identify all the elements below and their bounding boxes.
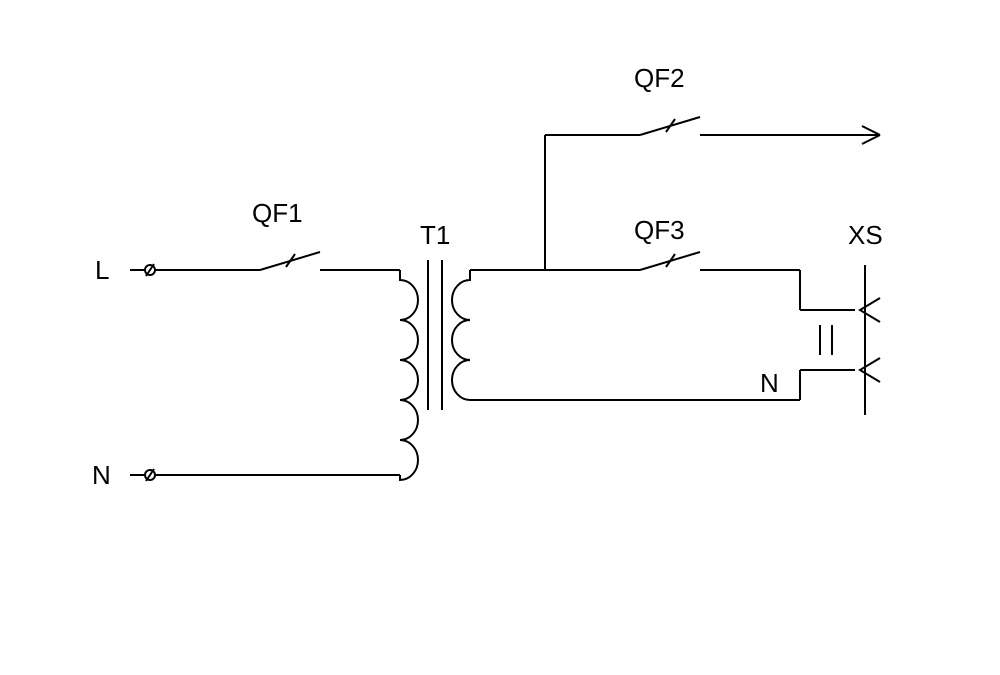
label-T1: T1 (420, 220, 450, 251)
label-QF3: QF3 (634, 215, 685, 246)
label-QF1: QF1 (252, 198, 303, 229)
label-QF2: QF2 (634, 63, 685, 94)
label-N-out: N (760, 368, 779, 399)
label-L: L (95, 255, 109, 286)
label-XS: XS (848, 220, 883, 251)
circuit-diagram (0, 0, 1000, 675)
label-N-in: N (92, 460, 111, 491)
